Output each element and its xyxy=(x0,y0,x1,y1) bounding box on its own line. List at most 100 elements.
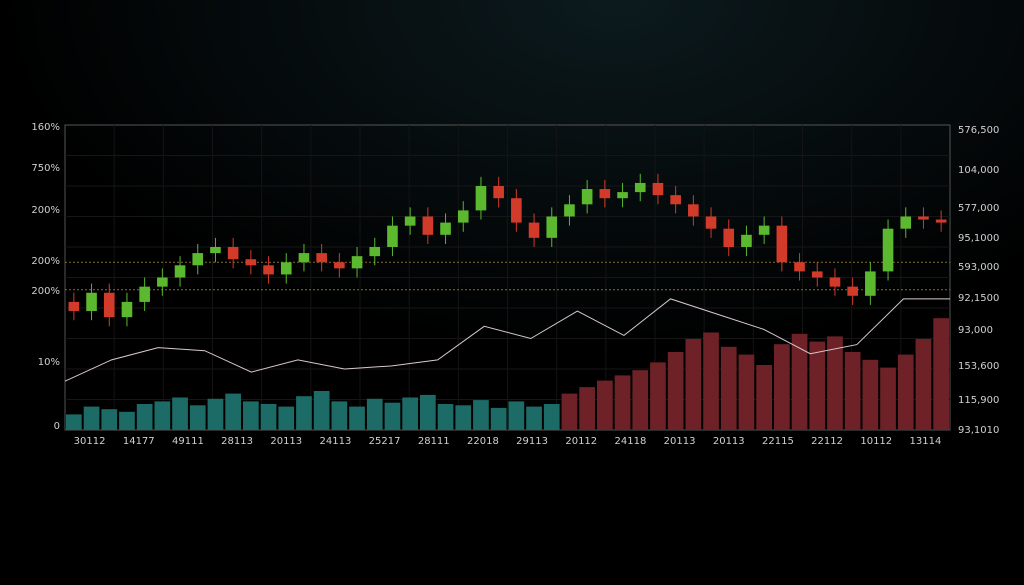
candle-body xyxy=(935,219,947,223)
x-axis-label: 22115 xyxy=(762,436,794,447)
candle-body xyxy=(280,262,292,275)
volume-bar xyxy=(880,367,896,430)
candle-body xyxy=(245,259,257,266)
candle-body xyxy=(918,216,929,220)
candle-body xyxy=(652,182,664,196)
volume-bar xyxy=(827,336,843,430)
right-axis-label: 593,000 xyxy=(958,262,999,273)
candle-body xyxy=(670,195,681,205)
volume-bar xyxy=(420,394,436,430)
volume-bar xyxy=(402,397,418,430)
volume-bar xyxy=(809,341,826,430)
candle-body xyxy=(617,192,628,199)
candle-body xyxy=(723,228,735,247)
candle-body xyxy=(475,186,487,211)
candle-body xyxy=(227,247,239,260)
volume-bar xyxy=(756,365,772,430)
volume-bar xyxy=(296,396,312,430)
candle-body xyxy=(900,216,912,229)
volume-bar xyxy=(650,362,666,430)
right-axis-label: 93,000 xyxy=(958,325,993,336)
right-axis-label: 115,900 xyxy=(958,395,999,406)
left-axis-label: 0 xyxy=(54,421,60,432)
candle-body xyxy=(298,253,310,263)
volume-bar xyxy=(278,406,295,430)
candle-body xyxy=(511,198,522,223)
volume-bar xyxy=(915,339,932,430)
x-axis-label: 20113 xyxy=(713,436,745,447)
volume-bar xyxy=(862,359,879,430)
left-axis-label: 200% xyxy=(31,256,60,267)
left-axis-label: 750% xyxy=(31,163,60,174)
x-axis-label: 24113 xyxy=(320,436,352,447)
candle-body xyxy=(86,292,97,312)
candle-body xyxy=(847,286,858,296)
volume-bar xyxy=(579,387,595,430)
volume-bar xyxy=(313,391,330,430)
candle-body xyxy=(794,262,805,272)
volume-bar xyxy=(384,402,401,430)
x-axis-label: 25217 xyxy=(369,436,401,447)
volume-bar xyxy=(172,397,188,430)
volume-bar xyxy=(437,404,454,430)
x-axis-label: 28113 xyxy=(221,436,253,447)
volume-bar xyxy=(543,404,560,430)
volume-bar xyxy=(597,380,613,430)
candle-body xyxy=(210,247,221,254)
candle-body xyxy=(829,277,841,287)
x-axis-label: 22112 xyxy=(811,436,843,447)
right-axis-label: 93,1010 xyxy=(958,425,999,436)
right-axis-label: 576,500 xyxy=(958,125,999,136)
candle-body xyxy=(741,234,752,247)
right-axis-label: 577,000 xyxy=(958,203,999,214)
volume-bar xyxy=(207,398,224,430)
volume-bar xyxy=(83,406,100,430)
candle-body xyxy=(174,265,186,278)
candle-body xyxy=(599,189,611,199)
volume-bar xyxy=(154,401,171,430)
candle-body xyxy=(528,222,540,238)
left-axis-label: 200% xyxy=(31,205,60,216)
candle-body xyxy=(103,292,115,318)
x-axis-label: 29113 xyxy=(516,436,548,447)
x-axis-label: 13114 xyxy=(910,436,942,447)
volume-bar xyxy=(260,404,277,430)
volume-bar xyxy=(366,398,383,430)
volume-bar xyxy=(933,318,949,430)
x-axis-label: 20112 xyxy=(565,436,597,447)
volume-bar xyxy=(490,407,507,430)
volume-bar xyxy=(897,354,914,430)
volume-bar xyxy=(508,401,525,430)
x-axis-label: 20113 xyxy=(270,436,302,447)
x-axis-label: 10112 xyxy=(860,436,892,447)
candle-body xyxy=(387,225,398,247)
volume-bar xyxy=(136,404,153,430)
volume-bar xyxy=(349,406,365,430)
volume-bar xyxy=(101,409,118,430)
volume-bar xyxy=(455,405,472,430)
x-axis-label: 49111 xyxy=(172,436,204,447)
right-axis-label: 153,600 xyxy=(958,361,999,372)
volume-bar xyxy=(225,393,241,430)
left-axis-label: 160% xyxy=(31,122,60,133)
x-axis-label: 14177 xyxy=(123,436,155,447)
volume-bar xyxy=(561,393,578,430)
volume-bar xyxy=(473,400,489,430)
line-series xyxy=(64,298,950,382)
candle-body xyxy=(263,265,274,275)
x-axis-label: 24118 xyxy=(615,436,647,447)
volume-bar xyxy=(331,401,348,430)
candle-body xyxy=(758,225,770,235)
candle-body xyxy=(493,186,504,199)
candle-body xyxy=(369,247,381,257)
candle-body xyxy=(882,228,894,272)
candle-body xyxy=(157,277,168,287)
candle-body xyxy=(139,286,150,302)
volume-bar xyxy=(844,352,861,430)
candle-body xyxy=(581,189,593,205)
x-axis-label: 30112 xyxy=(74,436,106,447)
volume-bar xyxy=(774,344,790,430)
x-axis-label: 20113 xyxy=(664,436,696,447)
volume-bar xyxy=(189,405,206,430)
